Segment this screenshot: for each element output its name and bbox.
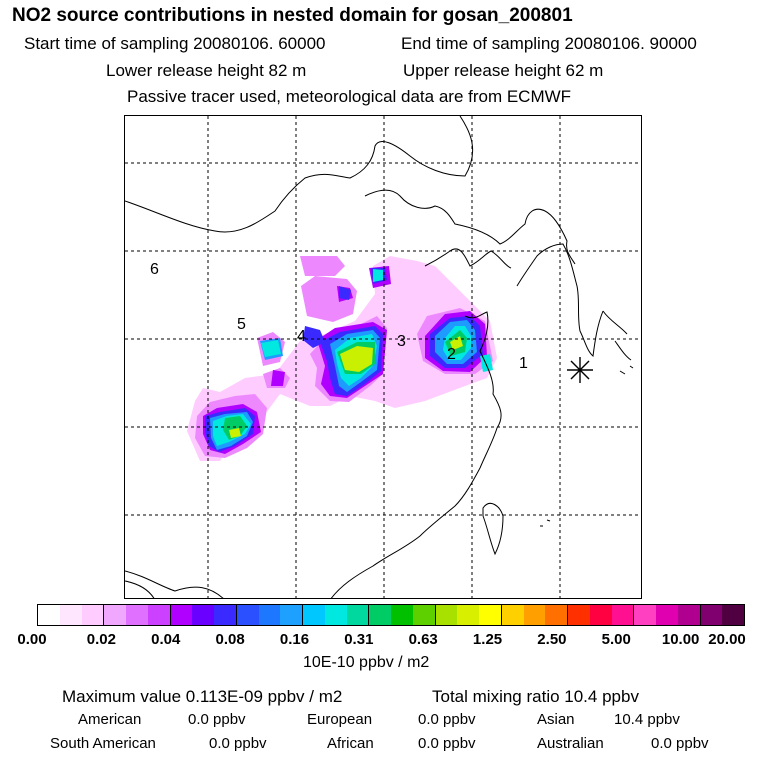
- maximum-value: Maximum value 0.113E-09 ppbv / m2: [62, 687, 343, 706]
- graticule: [125, 116, 641, 598]
- colorbar-swatch: [435, 605, 458, 625]
- colorbar-tick-label: 5.00: [601, 631, 631, 648]
- region-label-5: 5: [237, 316, 246, 333]
- colorbar-swatch: [346, 605, 370, 625]
- colorbar-tick-label: 2.50: [537, 631, 567, 648]
- region-label-3: 3: [397, 333, 406, 350]
- colorbar-swatch: [170, 605, 193, 625]
- colorbar-tick-label: 0.63: [408, 631, 438, 648]
- colorbar-swatch: [457, 605, 479, 625]
- contribution-value: 0.0 ppbv: [418, 711, 476, 728]
- colorbar-swatch: [324, 605, 347, 625]
- region-label-2: 2: [447, 346, 456, 363]
- contribution-region: European: [307, 711, 373, 728]
- contribution-value: 10.4 ppbv: [614, 711, 680, 728]
- total-mixing-ratio: Total mixing ratio 10.4 ppbv: [432, 687, 639, 706]
- colorbar-swatch: [412, 605, 436, 625]
- end-time: End time of sampling 20080106. 90000: [401, 34, 697, 53]
- region-label-6: 6: [150, 261, 159, 278]
- colorbar-swatch: [634, 605, 656, 625]
- colorbar-swatch: [258, 605, 281, 625]
- colorbar-tick-label: 10.00: [661, 631, 700, 648]
- colorbar-swatch: [126, 605, 148, 625]
- colorbar-swatch: [81, 605, 105, 625]
- contribution-value: 0.0 ppbv: [209, 735, 267, 752]
- colorbar-swatch: [589, 605, 612, 625]
- colorbar-swatch: [104, 605, 126, 625]
- map-canvas: 1 2 3 4 5 6: [125, 116, 641, 598]
- colorbar-tick-label: 0.04: [151, 631, 181, 648]
- contribution-region: Asian: [537, 711, 575, 728]
- colorbar-swatch: [236, 605, 259, 625]
- colorbar-swatch: [545, 605, 568, 625]
- colorbar-swatch: [214, 605, 237, 625]
- region-label-1: 1: [519, 355, 528, 372]
- colorbar-tick-label: 20.00: [708, 631, 746, 648]
- lower-release-height: Lower release height 82 m: [106, 61, 307, 80]
- colorbar-tick-label: 0.02: [86, 631, 116, 648]
- colorbar-swatch: [192, 605, 214, 625]
- colorbar-swatch: [700, 605, 723, 625]
- colorbar-swatch: [677, 605, 701, 625]
- contribution-region: Australian: [537, 735, 604, 752]
- contribution-region: South American: [50, 735, 156, 752]
- colorbar-swatch: [611, 605, 635, 625]
- colorbar-tick-label: 1.25: [472, 631, 503, 648]
- colorbar-swatch: [523, 605, 546, 625]
- plume-yellowgreen: [229, 336, 463, 438]
- colorbar: [37, 604, 745, 626]
- colorbar-swatch: [280, 605, 303, 625]
- colorbar-swatch: [656, 605, 678, 625]
- colorbar-swatch: [391, 605, 413, 625]
- contribution-region: African: [327, 735, 374, 752]
- colorbar-swatch: [59, 605, 82, 625]
- colorbar-swatch: [479, 605, 502, 625]
- contribution-region: American: [78, 711, 142, 728]
- concentration-plume: [187, 256, 497, 461]
- colorbar-swatch: [722, 605, 744, 625]
- colorbar-tick-label: 0.00: [17, 631, 47, 648]
- contribution-value: 0.0 ppbv: [188, 711, 246, 728]
- colorbar-swatch: [568, 605, 590, 625]
- colorbar-swatch: [38, 605, 60, 625]
- map-panel: 1 2 3 4 5 6: [124, 115, 642, 599]
- colorbar-swatch: [501, 605, 524, 625]
- colorbar-swatch: [303, 605, 325, 625]
- colorbar-unit-label: 10E-10 ppbv / m2: [303, 654, 430, 671]
- colorbar-tick-label: 0.31: [344, 631, 374, 648]
- tracer-note: Passive tracer used, meteorological data…: [127, 87, 572, 106]
- asterisk-icon: [567, 357, 593, 383]
- contribution-value: 0.0 ppbv: [651, 735, 709, 752]
- coastlines: [125, 116, 634, 598]
- start-time: Start time of sampling 20080106. 60000: [24, 34, 326, 53]
- region-label-4: 4: [297, 328, 306, 345]
- page-title: NO2 source contributions in nested domai…: [12, 5, 573, 26]
- contribution-value: 0.0 ppbv: [418, 735, 476, 752]
- colorbar-tick-label: 0.16: [279, 631, 310, 648]
- colorbar-swatch: [147, 605, 171, 625]
- upper-release-height: Upper release height 62 m: [403, 61, 604, 80]
- colorbar-tick-label: 0.08: [215, 631, 245, 648]
- colorbar-swatch: [369, 605, 391, 625]
